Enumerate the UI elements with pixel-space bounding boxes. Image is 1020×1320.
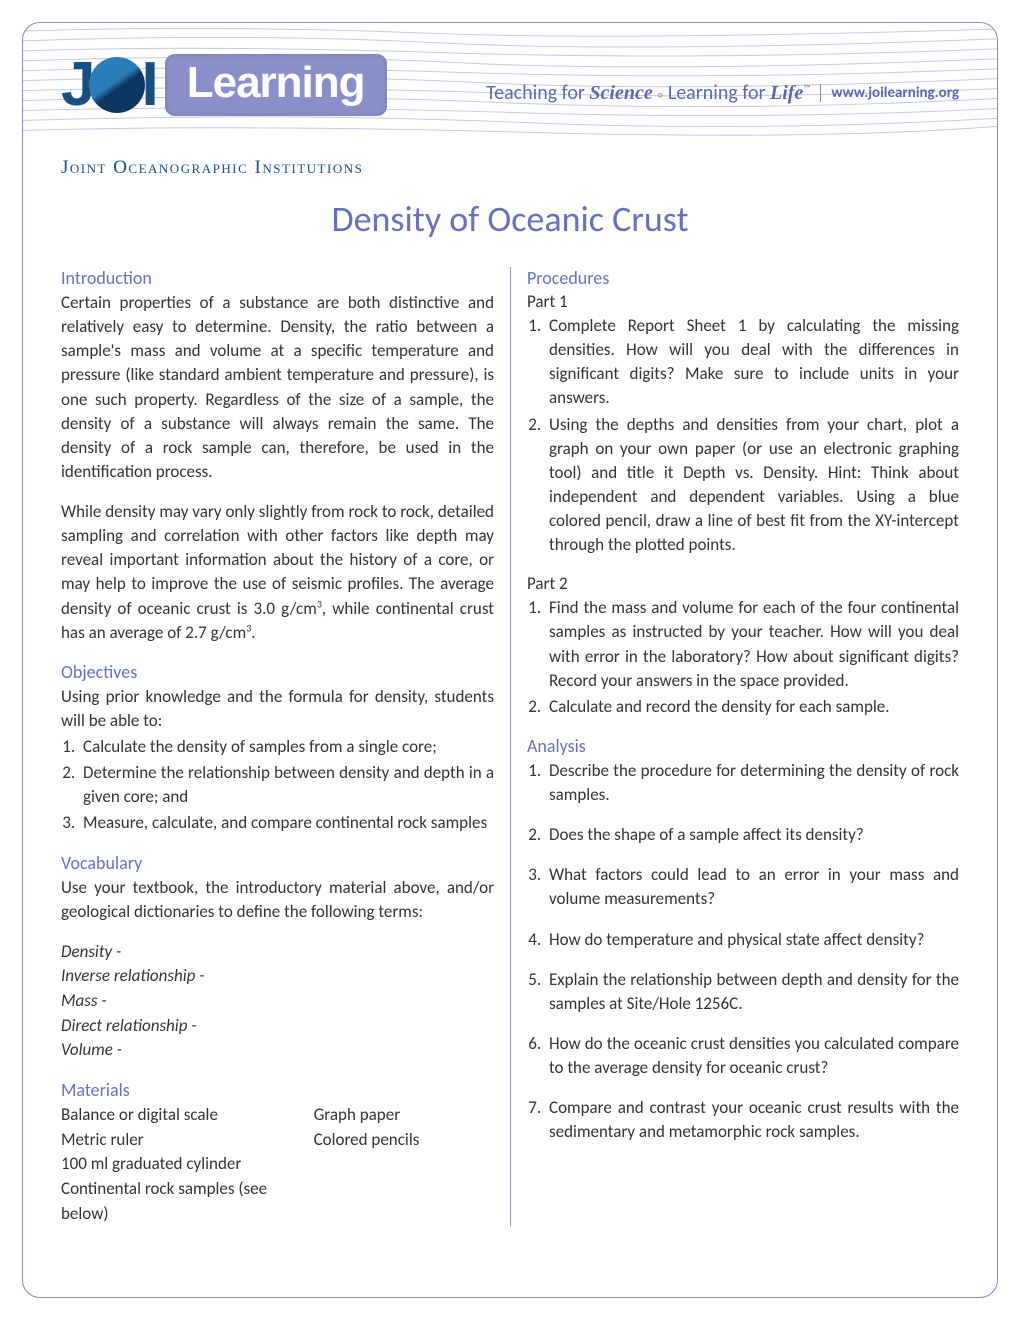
list-item: Calculate and record the density for eac… <box>545 695 959 719</box>
joi-logo: J I <box>61 49 157 120</box>
part1-steps: Complete Report Sheet 1 by calculating t… <box>527 314 959 557</box>
list-item: Determine the relationship between densi… <box>79 761 494 809</box>
materials-list: Balance or digital scale Metric ruler 10… <box>61 1103 494 1226</box>
list-item: Calculate the density of samples from a … <box>79 735 494 759</box>
material-item: Balance or digital scale <box>61 1103 314 1128</box>
list-item: Complete Report Sheet 1 by calculating t… <box>545 314 959 411</box>
materials-heading: Materials <box>61 1079 494 1101</box>
introduction-heading: Introduction <box>61 267 494 289</box>
procedures-heading: Procedures <box>527 267 959 289</box>
list-item: What factors could lead to an error in y… <box>545 863 959 911</box>
right-column: Procedures Part 1 Complete Report Sheet … <box>510 267 959 1226</box>
objectives-list: Calculate the density of samples from a … <box>61 735 494 836</box>
list-item: How do temperature and physical state af… <box>545 928 959 952</box>
tagline: Teaching for Science ∘ Learning for Life… <box>486 81 959 105</box>
vocabulary-terms: Density - Inverse relationship - Mass - … <box>61 940 494 1063</box>
list-item: Explain the relationship between depth a… <box>545 968 959 1016</box>
intro-paragraph-1: Certain properties of a substance are bo… <box>61 291 494 484</box>
learning-badge: Learning <box>165 54 387 116</box>
list-item: Describe the procedure for determining t… <box>545 759 959 807</box>
page-title: Density of Oceanic Crust <box>61 197 959 241</box>
analysis-heading: Analysis <box>527 735 959 757</box>
vocab-term: Direct relationship - <box>61 1014 494 1039</box>
logo-o-globe-icon <box>89 57 145 113</box>
part2-steps: Find the mass and volume for each of the… <box>527 596 959 719</box>
material-item: Metric ruler <box>61 1128 314 1153</box>
vocab-term: Mass - <box>61 989 494 1014</box>
two-column-layout: Introduction Certain properties of a sub… <box>61 267 959 1226</box>
left-column: Introduction Certain properties of a sub… <box>61 267 510 1226</box>
material-item: Graph paper <box>314 1103 494 1128</box>
analysis-questions: Describe the procedure for determining t… <box>527 759 959 1145</box>
header: J I Learning Teaching for Science ∘ Lear… <box>23 23 997 153</box>
website-link[interactable]: www.joilearning.org <box>820 84 959 102</box>
org-subtitle: Joint Oceanographic Institutions <box>61 157 959 179</box>
vocabulary-heading: Vocabulary <box>61 852 494 874</box>
part2-heading: Part 2 <box>527 573 959 594</box>
vocabulary-intro: Use your textbook, the introductory mate… <box>61 876 494 924</box>
page-frame: J I Learning Teaching for Science ∘ Lear… <box>22 22 998 1298</box>
material-item: Continental rock samples (see below) <box>61 1177 314 1226</box>
material-item: 100 ml graduated cylinder <box>61 1152 314 1177</box>
objectives-intro: Using prior knowledge and the formula fo… <box>61 685 494 733</box>
list-item: Does the shape of a sample affect its de… <box>545 823 959 847</box>
intro-paragraph-2: While density may vary only slightly fro… <box>61 500 494 645</box>
tagline-text: Teaching for Science ∘ Learning for Life… <box>486 81 810 105</box>
objectives-heading: Objectives <box>61 661 494 683</box>
vocab-term: Inverse relationship - <box>61 964 494 989</box>
list-item: Compare and contrast your oceanic crust … <box>545 1096 959 1144</box>
list-item: Using the depths and densities from your… <box>545 413 959 558</box>
list-item: Measure, calculate, and compare continen… <box>79 811 494 835</box>
list-item: How do the oceanic crust densities you c… <box>545 1032 959 1080</box>
vocab-term: Volume - <box>61 1038 494 1063</box>
logo-row: J I Learning <box>61 23 959 120</box>
vocab-term: Density - <box>61 940 494 965</box>
part1-heading: Part 1 <box>527 291 959 312</box>
list-item: Find the mass and volume for each of the… <box>545 596 959 693</box>
material-item: Colored pencils <box>314 1128 494 1153</box>
